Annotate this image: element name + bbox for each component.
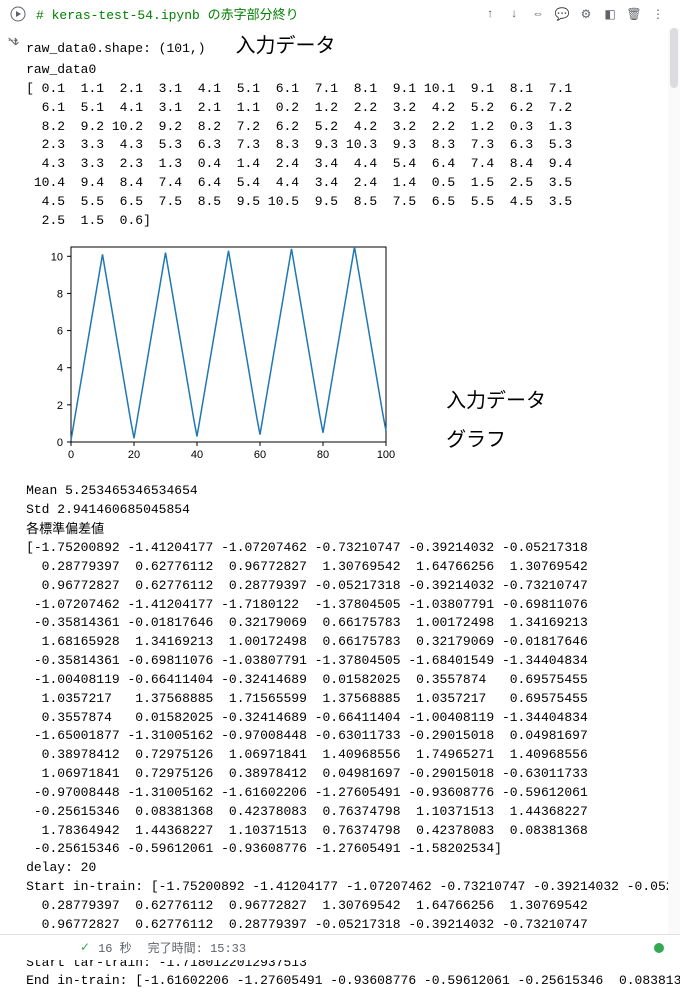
annotation-graph: 入力データ グラフ [446, 387, 546, 455]
svg-text:0: 0 [57, 437, 63, 449]
comment-text: # keras-test-54.ipynb の赤字部分終り [36, 8, 299, 23]
raw-label: raw_data0 [26, 61, 680, 80]
shape-text: raw_data0.shape: (101,) [26, 40, 205, 59]
svg-text:80: 80 [317, 449, 329, 461]
raw-array: [ 0.1 1.1 2.1 3.1 4.1 5.1 6.1 7.1 8.1 9.… [26, 80, 680, 231]
status-duration: 16 秒 [98, 939, 132, 956]
check-icon: ✓ [80, 940, 90, 955]
status-completion: 完了時間: 15:33 [148, 939, 246, 956]
chart-container: 0 20 40 60 80 100 0 2 4 6 8 10 入力データ グラフ [26, 237, 680, 479]
status-dot-icon [654, 943, 664, 953]
run-button[interactable] [8, 4, 28, 24]
output-marker: ⇢ [8, 32, 18, 48]
line-chart-svg: 0 20 40 60 80 100 0 2 4 6 8 10 [26, 237, 396, 472]
annotation-line2: グラフ [446, 426, 546, 455]
move-down-icon[interactable]: ↓ [504, 4, 524, 24]
svg-text:10: 10 [51, 251, 63, 263]
mean-line: Mean 5.253465346534654 [26, 482, 680, 501]
output-content: raw_data0.shape: (101,) 入力データ raw_data0 … [26, 32, 680, 991]
delay-line: delay: 20 [26, 859, 680, 878]
std-array: [-1.75200892 -1.41204177 -1.07207462 -0.… [26, 539, 680, 859]
svg-text:20: 20 [128, 449, 140, 461]
end-in-train: End in-train: [-1.61602206 -1.27605491 -… [26, 972, 680, 991]
move-up-icon[interactable]: ↑ [480, 4, 500, 24]
svg-text:2: 2 [57, 399, 63, 411]
chart: 0 20 40 60 80 100 0 2 4 6 8 10 [26, 237, 680, 479]
svg-text:8: 8 [57, 288, 63, 300]
scrollbar[interactable] [668, 28, 680, 934]
svg-text:40: 40 [191, 449, 203, 461]
svg-text:0: 0 [68, 449, 74, 461]
output-cell: ⇢ raw_data0.shape: (101,) 入力データ raw_data… [0, 28, 680, 995]
std-header: 各標準偏差値 [26, 520, 680, 539]
svg-text:100: 100 [377, 449, 395, 461]
svg-text:4: 4 [57, 362, 63, 374]
annotation-input-data: 入力データ [236, 32, 336, 61]
scrollbar-thumb[interactable] [670, 28, 678, 88]
status-bar: ✓ 16 秒 完了時間: 15:33 [0, 934, 680, 960]
svg-text:60: 60 [254, 449, 266, 461]
more-icon[interactable]: ⋮ [648, 4, 668, 24]
gear-icon[interactable]: ⚙ [576, 4, 596, 24]
std-line: Std 2.941460685045854 [26, 501, 680, 520]
annotation-line1: 入力データ [446, 387, 546, 416]
trash-icon[interactable]: 🗑 [624, 4, 644, 24]
svg-text:6: 6 [57, 325, 63, 337]
cell-toolbar: ↑ ↓ ⇔ 💬 ⚙ ◧ 🗑 ⋮ [476, 0, 672, 28]
comment-icon[interactable]: 💬 [552, 4, 572, 24]
code-line[interactable]: # keras-test-54.ipynb の赤字部分終り [36, 4, 299, 23]
link-icon[interactable]: ⇔ [528, 4, 548, 24]
mirror-icon[interactable]: ◧ [600, 4, 620, 24]
